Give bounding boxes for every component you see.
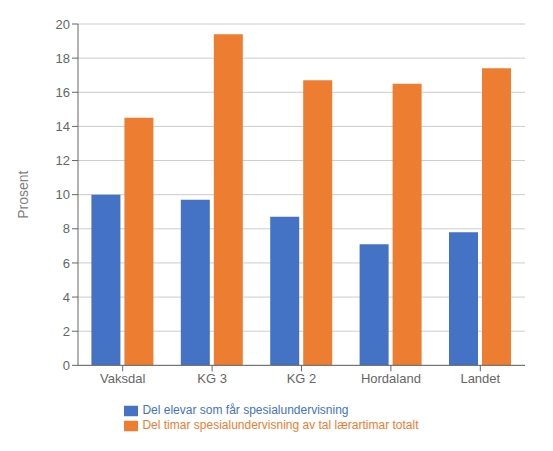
svg-text:20: 20 [56,17,70,32]
svg-text:6: 6 [63,256,70,271]
svg-text:KG 2: KG 2 [287,371,317,386]
svg-text:4: 4 [63,290,70,305]
svg-text:Prosent: Prosent [15,170,31,218]
svg-text:8: 8 [63,221,70,236]
svg-text:Vaksdal: Vaksdal [100,371,145,386]
html-text:Del timar spesialundervisning: Del timar spesialundervisning av tal lær… [142,418,419,433]
svg-text:2: 2 [63,324,70,339]
svg-text:0: 0 [63,358,70,373]
svg-text:Landet: Landet [460,371,500,386]
svg-text:16: 16 [56,85,70,100]
svg-text:12: 12 [56,153,70,168]
svg-text:18: 18 [56,51,70,66]
svg-text:10: 10 [56,187,70,202]
html-text:Del elevar som får spesialunde: Del elevar som får spesialundervisning [142,403,349,418]
svg-text:14: 14 [56,119,70,134]
svg-text:Hordaland: Hordaland [361,371,421,386]
svg-text:KG 3: KG 3 [197,371,227,386]
